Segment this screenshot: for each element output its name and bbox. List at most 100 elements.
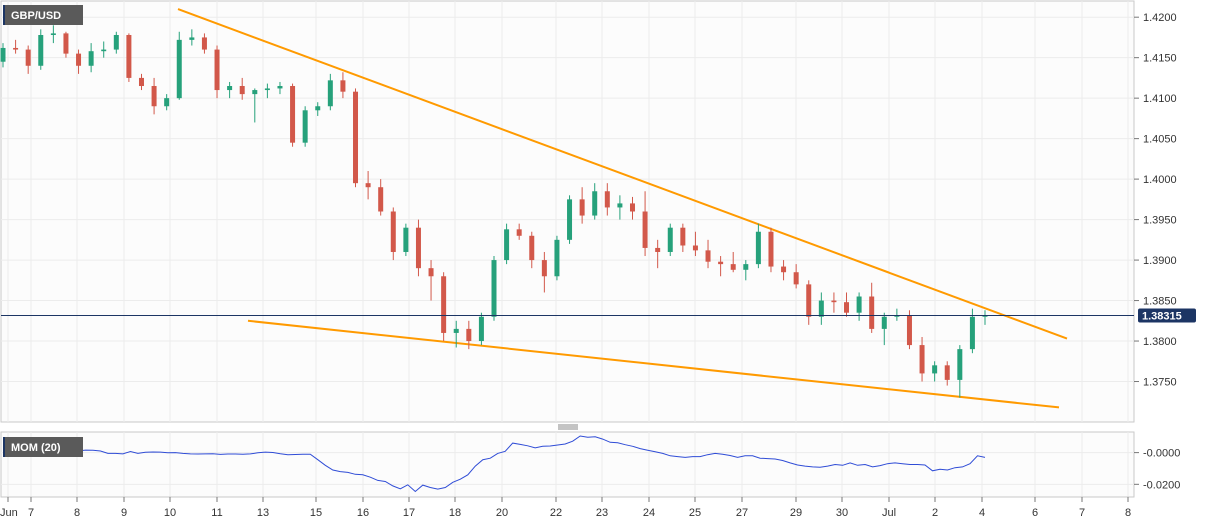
candle — [504, 223, 510, 265]
candle — [327, 73, 333, 111]
candle — [138, 73, 144, 91]
time-tick-label: 4 — [979, 507, 985, 519]
candle-body — [856, 296, 862, 313]
candle-body — [793, 272, 799, 285]
candle-body — [554, 239, 560, 277]
candle-body — [0, 47, 6, 62]
candle — [944, 361, 950, 386]
candle-body — [353, 91, 359, 184]
price-tick-label: 1.3800 — [1143, 336, 1177, 348]
candle-body — [529, 235, 535, 261]
candle — [101, 41, 107, 58]
candle — [932, 361, 938, 382]
candle-body — [378, 187, 384, 212]
candle — [201, 33, 207, 54]
momentum-panel[interactable] — [0, 431, 1135, 498]
candle — [378, 179, 384, 216]
candle — [768, 227, 774, 273]
candle-body — [881, 316, 887, 329]
momentum-tick-label: -0.0000 — [1143, 448, 1180, 460]
candle — [692, 231, 698, 257]
momentum-tick-label: -0.0200 — [1143, 479, 1180, 491]
candle — [718, 256, 724, 277]
price-tick-label: 1.3850 — [1143, 296, 1177, 308]
candle-body — [252, 90, 258, 95]
candle — [730, 251, 736, 273]
candle-body — [113, 35, 119, 50]
time-tick-label: 6 — [1032, 507, 1038, 519]
candle — [906, 310, 912, 350]
candle — [340, 72, 346, 99]
candle-body — [201, 37, 207, 50]
candle-body — [705, 250, 711, 262]
candle — [13, 39, 19, 54]
candle — [516, 223, 522, 240]
price-tick-label: 1.3750 — [1143, 377, 1177, 389]
main-grid — [1, 1, 1134, 422]
candle — [290, 83, 296, 147]
candle — [705, 239, 711, 269]
candle — [302, 106, 308, 147]
candle-body — [176, 39, 182, 99]
time-tick-label: 20 — [496, 507, 508, 519]
candle — [793, 264, 799, 289]
candle — [403, 223, 409, 257]
candle-body — [579, 199, 585, 216]
candle — [806, 280, 812, 325]
candle-body — [76, 53, 82, 66]
instrument-label: GBP/USD — [11, 10, 61, 22]
candle-body — [604, 191, 610, 208]
candle-body — [164, 98, 170, 107]
candle-body — [126, 35, 132, 78]
time-tick-label: 27 — [736, 507, 748, 519]
candle-body — [906, 315, 912, 346]
candle-body — [743, 264, 749, 270]
upper-trendline — [177, 8, 1068, 340]
candle-body — [781, 266, 787, 273]
candle — [478, 312, 484, 346]
indicator-label: MOM (20) — [11, 442, 61, 454]
candle — [604, 183, 610, 216]
candle-body — [944, 365, 950, 380]
candle-body — [831, 300, 837, 303]
price-tick-label: 1.3900 — [1143, 255, 1177, 267]
candle-body — [718, 261, 724, 265]
candle-body — [63, 33, 69, 54]
candle-body — [441, 276, 447, 333]
candle — [629, 196, 635, 220]
candle-body — [667, 227, 673, 252]
candle — [164, 94, 170, 111]
price-tick-label: 1.4000 — [1143, 174, 1177, 186]
candle — [113, 31, 119, 54]
candle — [755, 223, 761, 269]
candle-body — [680, 227, 686, 246]
candle — [529, 231, 535, 269]
time-tick-label: 13 — [257, 507, 269, 519]
time-tick-label: 24 — [643, 507, 655, 519]
candle-body — [957, 349, 963, 380]
time-tick-label: 15 — [310, 507, 322, 519]
candle-body — [466, 328, 472, 342]
candle — [415, 219, 421, 277]
candle-body — [504, 229, 510, 261]
candle-body — [692, 245, 698, 251]
candle — [491, 256, 497, 321]
candle-body — [239, 86, 245, 95]
candle — [428, 260, 434, 301]
time-tick-label: 8 — [74, 507, 80, 519]
candle-body — [818, 300, 824, 317]
candle — [277, 81, 283, 95]
candle-body — [730, 264, 736, 270]
panel-resize-handle[interactable] — [558, 424, 578, 430]
time-tick-label: 25 — [689, 507, 701, 519]
candle — [466, 320, 472, 350]
candle-body — [290, 86, 296, 143]
trendlines — [177, 8, 1068, 409]
candle-body — [390, 211, 396, 252]
candle — [818, 292, 824, 325]
candle-body — [592, 191, 598, 216]
candle — [390, 207, 396, 261]
candle-body — [227, 86, 233, 91]
candle — [844, 292, 850, 317]
price-tick-label: 1.4050 — [1143, 134, 1177, 146]
